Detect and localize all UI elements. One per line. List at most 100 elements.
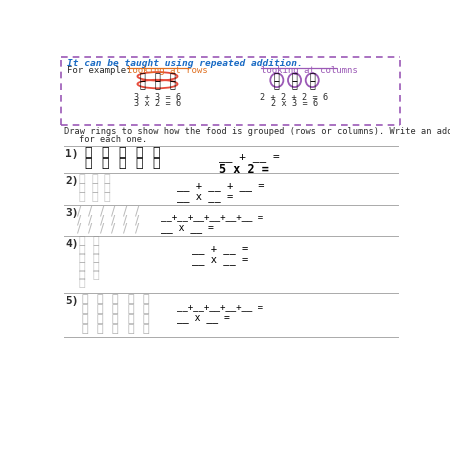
Text: looking at columns: looking at columns	[261, 66, 358, 75]
Text: 5): 5)	[65, 296, 79, 306]
Text: 🍋: 🍋	[139, 79, 145, 89]
Text: /: /	[123, 213, 127, 226]
Text: 🍓: 🍓	[152, 146, 160, 159]
Text: 🍎: 🍎	[91, 183, 98, 193]
Text: 3): 3)	[65, 208, 79, 218]
Text: __+__+__+__+__ =: __+__+__+__+__ =	[177, 302, 263, 311]
Text: /: /	[100, 213, 104, 226]
Text: 🍎: 🍎	[79, 183, 86, 193]
Text: 5 x 2 =: 5 x 2 =	[219, 162, 269, 176]
Text: 🧁: 🧁	[96, 304, 103, 314]
Text: Draw rings to show how the food is grouped (rows or columns). Write an add and t: Draw rings to show how the food is group…	[63, 127, 450, 136]
Text: It can be taught using repeated addition.: It can be taught using repeated addition…	[67, 58, 302, 68]
Text: 🍓: 🍓	[152, 157, 160, 170]
Text: 🍏: 🍏	[170, 72, 176, 81]
Text: __ + __ =: __ + __ =	[219, 152, 280, 162]
Text: 🍓: 🍓	[135, 146, 143, 159]
Text: 🍋: 🍋	[292, 79, 297, 89]
Text: for each one.: for each one.	[79, 135, 147, 144]
Text: 🍐: 🍐	[93, 245, 99, 255]
Text: 🧁: 🧁	[112, 324, 118, 334]
Text: 🍏: 🍏	[292, 72, 297, 81]
Text: 🧁: 🧁	[112, 294, 118, 304]
Text: 2 + 2 + 2 = 6: 2 + 2 + 2 = 6	[261, 93, 328, 102]
Text: 🧁: 🧁	[112, 314, 118, 324]
Text: 2 x 3 = 6: 2 x 3 = 6	[271, 99, 318, 108]
Text: 🍋: 🍋	[170, 79, 176, 89]
Text: 🍐: 🍐	[79, 245, 86, 255]
Text: __ x __ =: __ x __ =	[177, 192, 233, 202]
Text: 🍓: 🍓	[118, 146, 126, 159]
Text: __ x __ =: __ x __ =	[161, 223, 214, 234]
Text: 🍐: 🍐	[93, 261, 99, 271]
Text: 🍐: 🍐	[79, 261, 86, 271]
Text: /: /	[77, 221, 81, 234]
Text: /: /	[112, 205, 116, 218]
Text: /: /	[88, 221, 93, 234]
Text: /: /	[112, 213, 116, 226]
Text: /: /	[123, 205, 127, 218]
Text: 3 + 3 = 6: 3 + 3 = 6	[134, 93, 181, 102]
Text: 🍏: 🍏	[139, 72, 145, 81]
Text: 🍎: 🍎	[104, 174, 110, 184]
Text: looking at rows: looking at rows	[127, 66, 207, 75]
Text: 🍏: 🍏	[274, 72, 280, 81]
Text: 🧁: 🧁	[96, 294, 103, 304]
Text: 4): 4)	[65, 239, 79, 249]
Text: 🧁: 🧁	[81, 294, 88, 304]
Text: 🍓: 🍓	[118, 157, 126, 170]
Text: __+__+__+__+__+__ =: __+__+__+__+__+__ =	[161, 212, 263, 221]
Text: __ + __ =: __ + __ =	[192, 244, 248, 254]
Text: 🧁: 🧁	[143, 294, 149, 304]
Text: 🍐: 🍐	[93, 270, 99, 280]
Text: 🍓: 🍓	[101, 157, 109, 170]
Text: 🧁: 🧁	[81, 324, 88, 334]
Text: 🍎: 🍎	[104, 183, 110, 193]
Text: 🧁: 🧁	[143, 324, 149, 334]
Text: 🍐: 🍐	[79, 253, 86, 263]
Text: 🍋: 🍋	[309, 79, 315, 89]
Text: /: /	[88, 213, 93, 226]
Text: 🧁: 🧁	[112, 304, 118, 314]
Text: 🍎: 🍎	[91, 192, 98, 202]
Text: 🍓: 🍓	[101, 146, 109, 159]
Text: /: /	[77, 213, 81, 226]
Text: /: /	[100, 205, 104, 218]
Text: 🧁: 🧁	[127, 324, 134, 334]
Text: 🍓: 🍓	[85, 146, 92, 159]
Text: /: /	[123, 221, 127, 234]
Text: 🧁: 🧁	[127, 314, 134, 324]
Text: 🧁: 🧁	[127, 294, 134, 304]
Text: 🍓: 🍓	[135, 157, 143, 170]
Text: 🍎: 🍎	[91, 174, 98, 184]
Text: /: /	[77, 205, 81, 218]
Text: 3 x 2 = 6: 3 x 2 = 6	[134, 99, 181, 108]
Text: 🧁: 🧁	[143, 304, 149, 314]
Text: 🧁: 🧁	[81, 314, 88, 324]
Text: For example:: For example:	[67, 66, 131, 75]
Text: 🍋: 🍋	[274, 79, 280, 89]
Text: /: /	[135, 205, 139, 218]
Text: /: /	[88, 205, 93, 218]
Text: 🧁: 🧁	[96, 314, 103, 324]
Text: 🍐: 🍐	[79, 279, 86, 288]
Text: 🧁: 🧁	[143, 314, 149, 324]
Text: /: /	[100, 221, 104, 234]
Text: 2): 2)	[65, 176, 79, 186]
Text: /: /	[135, 221, 139, 234]
Text: __ x __ =: __ x __ =	[177, 313, 230, 323]
Text: 🍎: 🍎	[79, 192, 86, 202]
Text: /: /	[135, 213, 139, 226]
Text: 🍋: 🍋	[154, 79, 160, 89]
Text: 🍐: 🍐	[79, 236, 86, 246]
Text: 🍐: 🍐	[93, 253, 99, 263]
Text: __ + __ + __ =: __ + __ + __ =	[177, 181, 264, 191]
Text: 🍓: 🍓	[85, 157, 92, 170]
Text: 🧁: 🧁	[96, 324, 103, 334]
Text: 🍏: 🍏	[309, 72, 315, 81]
Text: 🍏: 🍏	[154, 72, 160, 81]
Text: 🍎: 🍎	[79, 174, 86, 184]
Text: 🍐: 🍐	[93, 236, 99, 246]
Text: 🍐: 🍐	[79, 270, 86, 280]
Text: 🧁: 🧁	[81, 304, 88, 314]
